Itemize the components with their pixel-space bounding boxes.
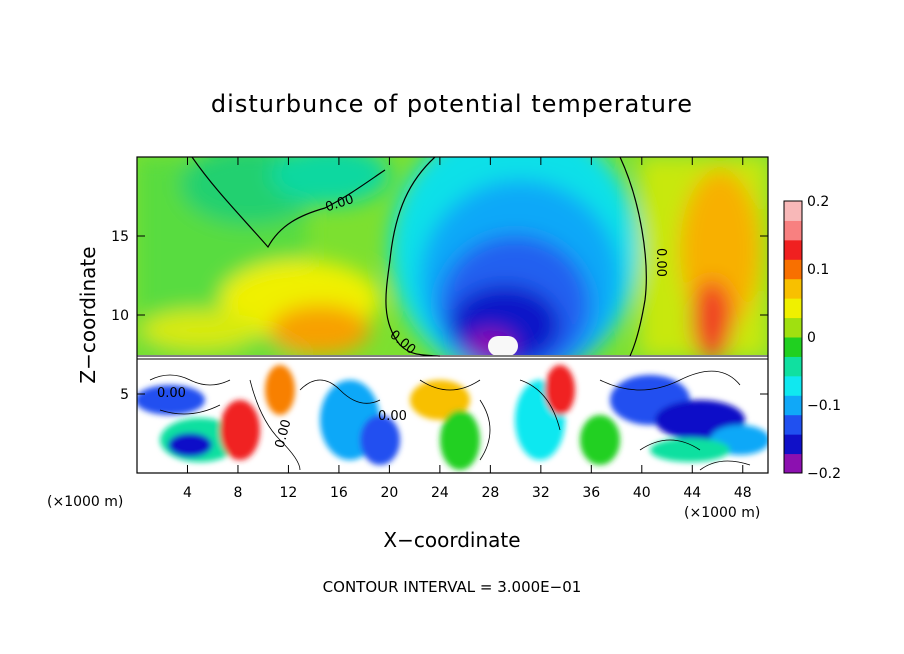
x-tick-label: 44 xyxy=(683,485,701,501)
colorbar-tick-label: −0.2 xyxy=(807,466,841,482)
colorbar-segment xyxy=(784,220,802,241)
contour-label: 0.00 xyxy=(653,248,668,277)
x-tick-label: 32 xyxy=(532,485,550,501)
y-axis-label: Z−coordinate xyxy=(76,246,100,383)
y-axis: 5 10 15 xyxy=(111,229,768,403)
y-tick-label: 5 xyxy=(120,387,129,403)
x-unit-left: (×1000 m) xyxy=(47,494,123,510)
colorbar-tick-label: −0.1 xyxy=(807,398,841,414)
colorbar-segment xyxy=(784,278,802,299)
x-tick-label: 20 xyxy=(380,485,398,501)
colorbar-segment xyxy=(784,414,802,435)
y-tick-label: 10 xyxy=(111,308,129,324)
colorbar-segment xyxy=(784,337,802,357)
contour-label: 0.00 xyxy=(273,418,295,450)
colorbar-tick-label: 0.1 xyxy=(807,262,829,278)
colorbar-segment xyxy=(784,375,802,396)
colorbar-segment xyxy=(784,453,802,474)
colorbar-segment xyxy=(784,201,802,221)
colorbar-segment xyxy=(784,298,802,319)
colorbar: 0.2 0.1 0 −0.1 −0.2 xyxy=(783,194,841,482)
colorbar-frame xyxy=(783,200,803,474)
x-tick-label: 36 xyxy=(582,485,600,501)
x-tick-label: 40 xyxy=(633,485,651,501)
y-tick-label: 15 xyxy=(111,229,129,245)
contour-label: 0.00 xyxy=(378,409,407,424)
colorbar-segment xyxy=(784,356,802,377)
colorbar-tick-label: 0.2 xyxy=(807,194,829,210)
colorbar-tick-label: 0 xyxy=(807,330,816,346)
x-axis: 4 8 12 16 20 24 28 32 36 40 44 48 xyxy=(183,157,752,501)
x-tick-label: 12 xyxy=(280,485,298,501)
colorbar-segment xyxy=(784,434,802,455)
x-tick-label: 4 xyxy=(183,485,192,501)
x-tick-label: 16 xyxy=(330,485,348,501)
colorbar-segment xyxy=(784,317,802,338)
x-tick-label: 48 xyxy=(734,485,752,501)
x-axis-label: X−coordinate xyxy=(383,528,520,552)
x-tick-label: 28 xyxy=(481,485,499,501)
colorbar-segment xyxy=(784,259,802,280)
heatmap-field xyxy=(137,157,768,473)
x-tick-label: 24 xyxy=(431,485,449,501)
x-tick-label: 8 xyxy=(233,485,242,501)
colorbar-segment xyxy=(784,395,802,416)
x-unit-right: (×1000 m) xyxy=(684,505,760,521)
contour-label: 0.00 xyxy=(157,386,186,401)
chart-title: disturbunce of potential temperature xyxy=(211,90,693,118)
colorbar-segment xyxy=(784,239,802,260)
contour-interval-note: CONTOUR INTERVAL = 3.000E−01 xyxy=(323,578,582,596)
